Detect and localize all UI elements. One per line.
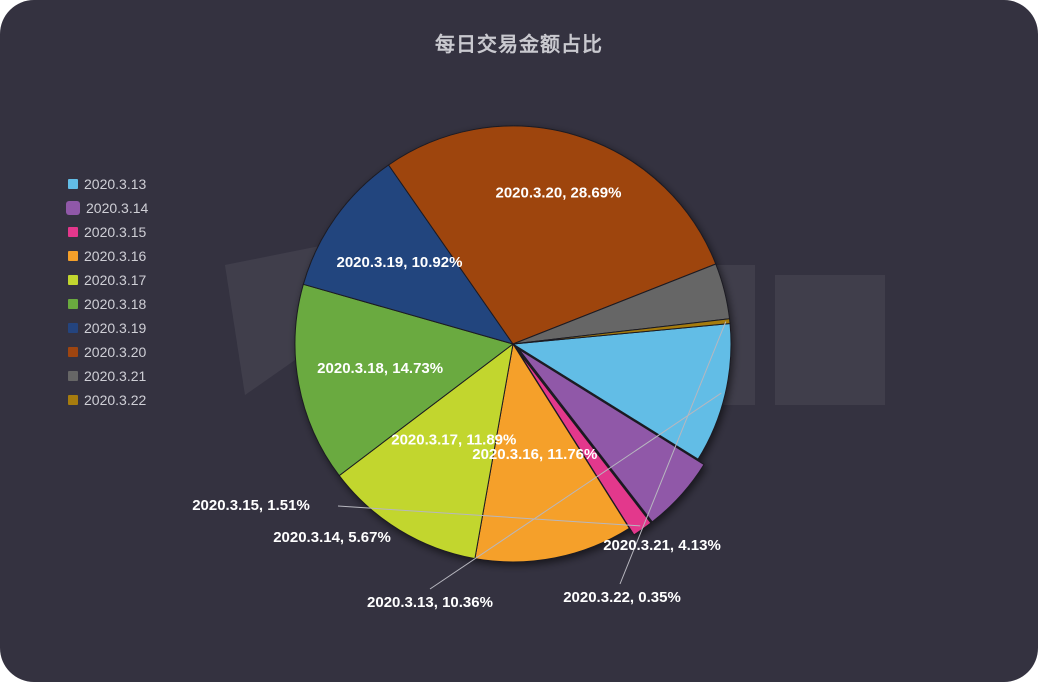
legend-item-2020-3-21[interactable]: 2020.3.21 bbox=[68, 364, 148, 388]
legend-label: 2020.3.21 bbox=[84, 368, 147, 384]
data-label-2020-3-20: 2020.3.20, 28.69% bbox=[495, 185, 621, 202]
data-label-2020-3-22: 2020.3.22, 0.35% bbox=[563, 589, 681, 606]
legend-label: 2020.3.14 bbox=[86, 200, 149, 216]
leader-line-2020-3-22 bbox=[619, 321, 727, 585]
chart-title: 每日交易金额占比 bbox=[435, 32, 603, 56]
data-label-2020-3-13: 2020.3.13, 10.36% bbox=[367, 594, 493, 611]
data-label-2020-3-17: 2020.3.17, 11.89% bbox=[391, 432, 516, 449]
legend-label: 2020.3.22 bbox=[84, 392, 147, 408]
legend-swatch bbox=[68, 371, 78, 381]
pie-slice-2020-3-16[interactable] bbox=[474, 343, 630, 563]
legend-label: 2020.3.15 bbox=[84, 224, 147, 240]
legend-swatch bbox=[68, 395, 78, 405]
legend-item-2020-3-14[interactable]: 2020.3.14 bbox=[66, 196, 149, 220]
data-label-2020-3-14: 2020.3.14, 5.67% bbox=[273, 529, 391, 546]
legend-item-2020-3-13[interactable]: 2020.3.13 bbox=[68, 172, 148, 196]
legend-item-2020-3-22[interactable]: 2020.3.22 bbox=[68, 388, 148, 412]
legend-label: 2020.3.17 bbox=[84, 272, 147, 288]
legend-item-2020-3-15[interactable]: 2020.3.15 bbox=[68, 220, 148, 244]
legend-label: 2020.3.16 bbox=[84, 248, 147, 264]
legend-item-2020-3-16[interactable]: 2020.3.16 bbox=[68, 244, 148, 268]
legend-item-2020-3-19[interactable]: 2020.3.19 bbox=[68, 316, 148, 340]
legend-swatch bbox=[68, 347, 78, 357]
data-label-2020-3-18: 2020.3.18, 14.73% bbox=[317, 360, 443, 377]
legend-swatch bbox=[68, 251, 78, 261]
legend-label: 2020.3.18 bbox=[84, 296, 147, 312]
data-label-2020-3-16: 2020.3.16, 11.76% bbox=[472, 446, 597, 463]
data-label-2020-3-21: 2020.3.21, 4.13% bbox=[603, 537, 721, 554]
legend-swatch bbox=[66, 201, 80, 215]
pie-slice-2020-3-18[interactable] bbox=[294, 283, 514, 477]
legend-label: 2020.3.20 bbox=[84, 344, 147, 360]
legend-swatch bbox=[68, 179, 78, 189]
legend-swatch bbox=[68, 275, 78, 285]
pie-slice-2020-3-17[interactable] bbox=[338, 343, 514, 560]
pie-slice-2020-3-19[interactable] bbox=[302, 164, 514, 345]
pie-slice-2020-3-20[interactable] bbox=[388, 125, 717, 345]
legend-swatch bbox=[68, 299, 78, 309]
pie-slice-2020-3-13[interactable] bbox=[512, 322, 732, 460]
legend: 2020.3.13 2020.3.14 2020.3.15 2020.3.16 2020… bbox=[66, 172, 149, 412]
legend-label: 2020.3.19 bbox=[84, 320, 147, 336]
legend-item-2020-3-20[interactable]: 2020.3.20 bbox=[68, 340, 148, 364]
pie-slice-2020-3-14[interactable] bbox=[518, 348, 705, 523]
data-label-2020-3-19: 2020.3.19, 10.92% bbox=[337, 254, 463, 271]
legend-item-2020-3-18[interactable]: 2020.3.18 bbox=[68, 292, 148, 316]
legend-swatch bbox=[68, 323, 78, 333]
pie-slice-2020-3-22[interactable] bbox=[512, 318, 731, 345]
legend-label: 2020.3.13 bbox=[84, 176, 147, 192]
legend-item-2020-3-17[interactable]: 2020.3.17 bbox=[68, 268, 148, 292]
leader-line-2020-3-15 bbox=[337, 505, 641, 527]
leader-line-2020-3-13 bbox=[429, 392, 722, 590]
legend-swatch bbox=[68, 227, 78, 237]
data-label-2020-3-15: 2020.3.15, 1.51% bbox=[192, 497, 310, 514]
